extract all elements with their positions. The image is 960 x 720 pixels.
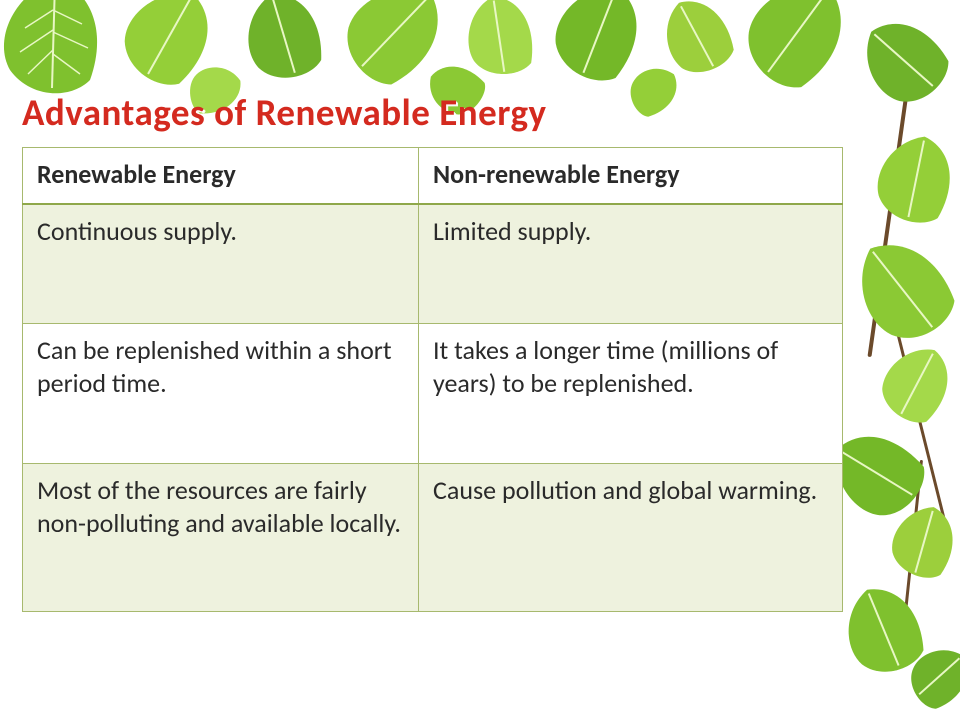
table-row: Continuous supply. Limited supply.	[23, 204, 843, 324]
table-header-renewable: Renewable Energy	[23, 148, 419, 204]
table-cell: It takes a longer time (millions of year…	[419, 324, 843, 464]
table-row: Can be replenished within a short period…	[23, 324, 843, 464]
table-header-nonrenewable: Non-renewable Energy	[419, 148, 843, 204]
table-cell: Limited supply.	[419, 204, 843, 324]
table-row: Most of the resources are fairly non-pol…	[23, 464, 843, 612]
table-cell: Continuous supply.	[23, 204, 419, 324]
comparison-table: Renewable Energy Non-renewable Energy Co…	[22, 147, 843, 612]
slide-content: Advantages of Renewable Energy Renewable…	[0, 0, 960, 612]
table-cell: Most of the resources are fairly non-pol…	[23, 464, 419, 612]
table-cell: Cause pollution and global warming.	[419, 464, 843, 612]
slide: Advantages of Renewable Energy Renewable…	[0, 0, 960, 720]
table-cell: Can be replenished within a short period…	[23, 324, 419, 464]
slide-title: Advantages of Renewable Energy	[22, 90, 938, 135]
table-header-row: Renewable Energy Non-renewable Energy	[23, 148, 843, 204]
leaf-icon	[886, 623, 960, 720]
